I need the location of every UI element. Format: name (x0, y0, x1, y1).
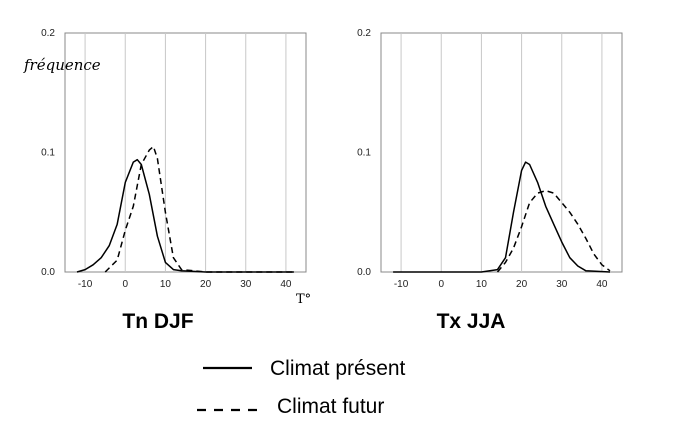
y-axis-label: fréquence (23, 56, 101, 74)
x-tick-label: 20 (516, 279, 528, 290)
legend-label: Climat présent (270, 357, 406, 380)
x-tick-label: 20 (200, 279, 212, 290)
legend-item-present: Climat présent (203, 357, 406, 380)
series-line-climat-futur (104, 145, 294, 273)
legend: Climat présent Climat futur (197, 357, 406, 418)
panel-title: Tn DJF (122, 310, 193, 333)
y-tick-labels: 0.0 0.1 0.2 (357, 28, 371, 278)
legend-label: Climat futur (277, 395, 384, 418)
series-lines (393, 161, 611, 273)
x-tick-label: 40 (280, 279, 292, 290)
series-lines (76, 145, 294, 273)
legend-item-future: Climat futur (197, 395, 384, 418)
gridlines (84, 33, 287, 272)
series-line-climat-present (76, 158, 294, 273)
x-tick-label: 10 (160, 279, 172, 290)
plot-frame (380, 32, 623, 273)
gridlines (400, 33, 603, 272)
y-tick-label: 0.2 (357, 28, 371, 39)
x-tick-labels: -10 0 10 20 30 40 (394, 279, 608, 290)
x-tick-label: 30 (556, 279, 568, 290)
y-tick-label: 0.1 (357, 148, 371, 159)
y-tick-label: 0.1 (41, 148, 55, 159)
chart-panel-tx-jja: -10 0 10 20 30 40 0.0 0.1 0.2 Tx JJA (357, 28, 623, 333)
x-tick-label: -10 (78, 279, 93, 290)
x-tick-label: 0 (122, 279, 128, 290)
x-tick-label: 30 (240, 279, 252, 290)
x-tick-label: 10 (476, 279, 488, 290)
x-tick-label: 0 (438, 279, 444, 290)
series-line-climat-present (393, 161, 611, 273)
panel-title: Tx JJA (437, 310, 506, 333)
plot-frame (64, 32, 307, 273)
series-line-climat-futur (496, 189, 611, 273)
y-tick-label: 0.0 (41, 267, 55, 278)
x-axis-label: T° (296, 292, 311, 307)
y-tick-labels: 0.0 0.1 0.2 (41, 28, 55, 278)
y-tick-label: 0.2 (41, 28, 55, 39)
x-tick-labels: -10 0 10 20 30 40 (78, 279, 292, 290)
x-tick-label: -10 (394, 279, 409, 290)
chart-panel-tn-djf: -10 0 10 20 30 40 0.0 0.1 0.2 Tn DJF (41, 28, 307, 333)
x-tick-label: 40 (596, 279, 608, 290)
y-tick-label: 0.0 (357, 267, 371, 278)
